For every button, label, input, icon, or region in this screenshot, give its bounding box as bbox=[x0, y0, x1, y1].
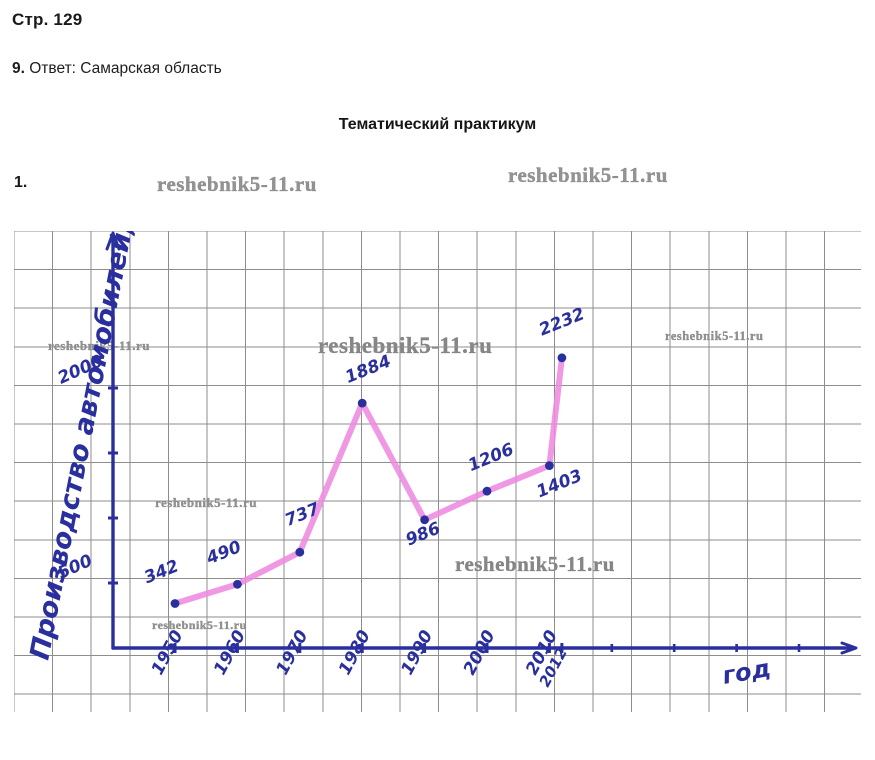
svg-text:год: год bbox=[720, 654, 773, 690]
section-title: Тематический практикум bbox=[338, 116, 537, 133]
svg-text:1980: 1980 bbox=[335, 627, 375, 678]
svg-text:1950: 1950 bbox=[148, 627, 188, 678]
svg-text:2232: 2232 bbox=[536, 304, 587, 340]
axes bbox=[105, 231, 858, 655]
svg-text:2000: 2000 bbox=[460, 627, 500, 678]
svg-text:737: 737 bbox=[282, 499, 323, 531]
svg-text:1206: 1206 bbox=[465, 440, 517, 476]
answer-text: Ответ: Самарская область bbox=[29, 60, 222, 77]
question-number: 9. bbox=[12, 60, 25, 77]
svg-text:1990: 1990 bbox=[397, 627, 437, 678]
watermark: reshebnik5-11.ru bbox=[157, 172, 317, 196]
answer-line: 9. Ответ: Самарская область bbox=[12, 60, 222, 78]
svg-text:342: 342 bbox=[141, 556, 181, 588]
svg-text:1884: 1884 bbox=[343, 351, 394, 387]
data-line bbox=[172, 354, 565, 607]
page-label: Стр. 129 bbox=[12, 10, 83, 29]
svg-text:986: 986 bbox=[403, 519, 444, 551]
data-points bbox=[170, 353, 567, 608]
grid-lines bbox=[14, 231, 861, 712]
svg-text:490: 490 bbox=[203, 537, 244, 569]
svg-text:1970: 1970 bbox=[273, 627, 313, 678]
svg-text:1960: 1960 bbox=[210, 627, 250, 678]
task-number: 1. bbox=[14, 174, 28, 191]
axis-titles: Производство автомобилей, тыс. шт. год bbox=[24, 231, 772, 690]
svg-text:Производство автомобилей, тыс.: Производство автомобилей, тыс. шт. bbox=[24, 231, 166, 662]
graph-chart: 1950 1960 1970 1980 1990 2000 2010 2012 500 2000… bbox=[14, 231, 861, 712]
watermark: reshebnik5-11.ru bbox=[508, 163, 668, 187]
